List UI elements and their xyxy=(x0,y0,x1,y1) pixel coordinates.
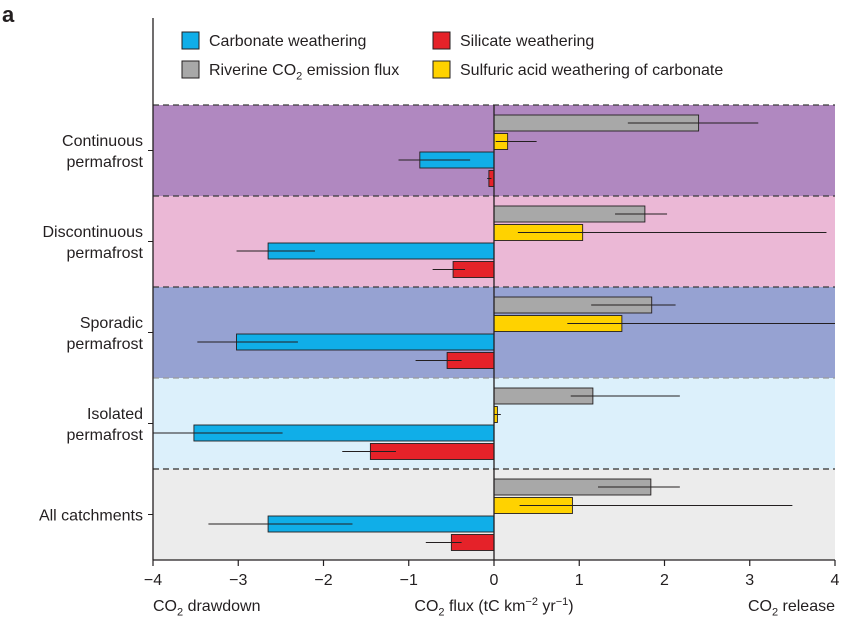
category-label: Isolated permafrost xyxy=(67,406,144,444)
x-tick-label: −3 xyxy=(229,572,247,589)
left-note: CO2 drawdown xyxy=(153,598,261,618)
legend: Carbonate weathering Riverine CO2 emissio… xyxy=(181,31,723,82)
panel-label: a xyxy=(2,2,15,27)
category-label: Continuous permafrost xyxy=(62,133,144,171)
legend-swatch xyxy=(432,31,451,50)
x-tick-label: 2 xyxy=(660,572,669,589)
x-tick-label: −4 xyxy=(144,572,162,589)
legend-label: Riverine CO2 emission flux xyxy=(209,62,399,82)
x-axis-label: CO2 flux (tC km−2 yr−1) xyxy=(414,596,573,619)
right-note: CO2 release xyxy=(748,598,835,618)
x-tick-label: −2 xyxy=(314,572,332,589)
x-tick-label: 0 xyxy=(490,572,499,589)
legend-swatch xyxy=(181,31,200,50)
legend-label: Silicate weathering xyxy=(460,33,594,50)
category-label: Discontinuous permafrost xyxy=(43,224,144,262)
legend-label: Carbonate weathering xyxy=(209,33,366,50)
x-tick-label: 1 xyxy=(575,572,584,589)
x-tick-label: 4 xyxy=(831,572,840,589)
legend-swatch xyxy=(181,60,200,79)
axes xyxy=(148,18,836,566)
bars xyxy=(153,114,835,551)
category-label: All catchments xyxy=(39,508,143,525)
axis-labels: Continuous permafrost Discontinuous permafr… xyxy=(39,133,840,618)
x-tick-label: 3 xyxy=(745,572,754,589)
category-label: Sporadic permafrost xyxy=(67,315,144,353)
legend-label: Sulfuric acid weathering of carbonate xyxy=(460,62,723,79)
x-tick-label: −1 xyxy=(400,572,418,589)
legend-swatch xyxy=(432,60,451,79)
